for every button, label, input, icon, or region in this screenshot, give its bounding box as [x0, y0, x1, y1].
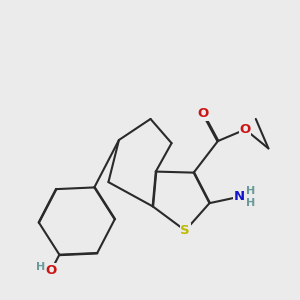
Text: H: H — [36, 262, 45, 272]
Text: S: S — [181, 224, 190, 237]
Text: N: N — [233, 190, 244, 203]
Text: O: O — [240, 123, 251, 136]
Text: H: H — [246, 186, 256, 196]
Text: O: O — [197, 107, 209, 120]
Text: H: H — [246, 197, 256, 208]
Text: O: O — [46, 264, 57, 277]
